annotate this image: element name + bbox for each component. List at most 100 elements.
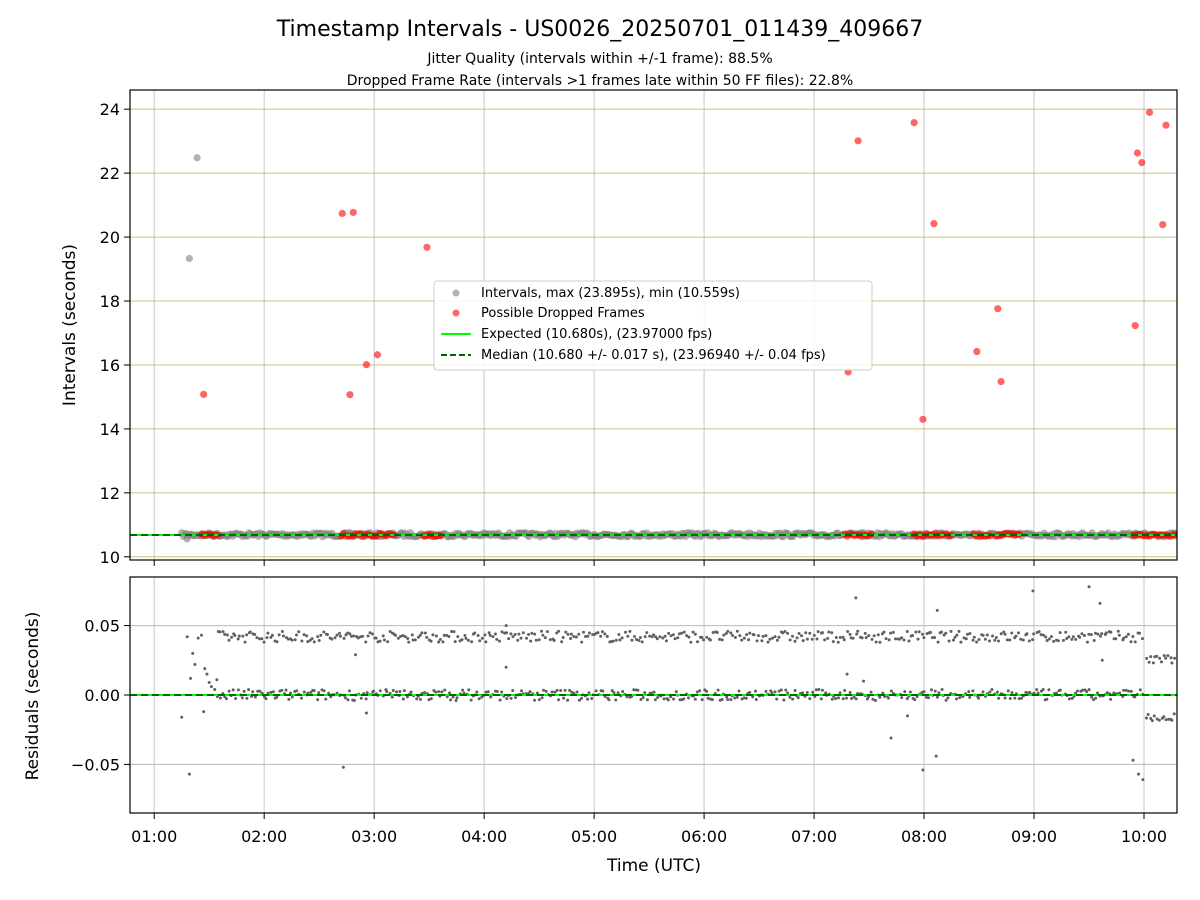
residual-point — [322, 630, 326, 634]
residual-point — [1016, 631, 1020, 635]
residual-point — [1045, 639, 1049, 643]
residual-point — [1085, 640, 1089, 644]
dropped-frame-point — [930, 220, 938, 228]
residual-point — [225, 633, 229, 637]
residual-point — [317, 691, 321, 695]
residual-point — [1122, 688, 1126, 692]
dropped-frame-point — [1131, 322, 1139, 330]
residual-point — [666, 698, 670, 702]
residual-point — [483, 633, 487, 637]
residual-point — [236, 688, 240, 692]
residual-point — [306, 691, 310, 695]
residual-point — [1131, 758, 1135, 762]
residual-point — [1105, 691, 1109, 695]
residual-point — [1164, 656, 1168, 660]
residual-point — [959, 640, 963, 644]
residual-point — [266, 691, 270, 695]
residual-point — [674, 690, 678, 694]
residual-point — [308, 638, 312, 642]
legend-label-dropped-frames: Possible Dropped Frames — [481, 306, 645, 321]
residual-point — [505, 631, 509, 635]
residual-point — [1036, 691, 1040, 695]
residual-point — [1032, 691, 1036, 695]
residual-point — [1061, 638, 1065, 642]
residual-point — [374, 636, 378, 640]
residual-point — [823, 638, 827, 642]
dropped-frame-point — [854, 137, 862, 145]
residual-point — [484, 640, 488, 644]
residual-point — [240, 696, 244, 700]
residual-point — [614, 638, 618, 642]
residual-point — [406, 636, 410, 640]
residual-point — [863, 631, 867, 635]
residual-point — [1114, 637, 1118, 641]
residual-point — [600, 630, 604, 634]
residual-point — [388, 629, 392, 633]
residual-point — [971, 689, 975, 693]
residual-point — [891, 630, 895, 634]
residual-point — [1109, 697, 1113, 701]
residual-point — [365, 691, 369, 695]
residual-point — [309, 690, 313, 694]
residual-point — [1031, 638, 1035, 642]
residual-point — [1096, 691, 1100, 695]
residual-point — [836, 640, 840, 644]
residual-point — [793, 639, 797, 643]
intervals-ytick-label: 14 — [100, 420, 120, 439]
residual-point — [300, 696, 304, 700]
residual-point — [1173, 656, 1177, 660]
residual-point — [981, 633, 985, 637]
residual-point — [994, 636, 998, 640]
residual-point — [312, 640, 316, 644]
residual-point — [300, 639, 304, 643]
residual-point — [848, 632, 852, 636]
residual-point — [983, 637, 987, 641]
residual-point — [269, 635, 273, 639]
residual-point — [1131, 635, 1135, 639]
residual-point — [324, 697, 328, 701]
residual-point — [203, 667, 207, 671]
residual-point — [344, 696, 348, 700]
residual-point — [302, 633, 306, 637]
residual-point — [1116, 629, 1120, 633]
residual-point — [242, 689, 246, 693]
residual-point — [808, 631, 812, 635]
residual-point — [975, 640, 979, 644]
residual-point — [1127, 689, 1131, 693]
residual-point — [275, 640, 279, 644]
dropped-frame-point — [362, 361, 371, 369]
residual-point — [441, 640, 445, 644]
residual-point — [737, 689, 741, 693]
residual-point — [795, 636, 799, 640]
residual-point — [686, 696, 690, 700]
residual-point — [409, 690, 413, 694]
legend-marker-dropped-frames — [452, 309, 460, 317]
residual-point — [1071, 635, 1075, 639]
residual-point — [729, 698, 733, 702]
residual-point — [903, 690, 907, 694]
residual-point — [656, 696, 660, 700]
residuals-ytick-label: 0.05 — [84, 617, 120, 636]
residual-point — [1041, 688, 1045, 692]
residual-point — [850, 696, 854, 700]
residual-point — [488, 633, 492, 637]
residual-point — [368, 631, 372, 635]
residual-point — [967, 690, 971, 694]
residual-point — [509, 632, 513, 636]
residual-point — [1169, 656, 1173, 660]
residual-point — [519, 689, 523, 693]
residual-point — [452, 630, 456, 634]
dropped-frame-point — [1159, 221, 1167, 229]
residual-point — [371, 689, 375, 693]
residual-point — [596, 631, 600, 635]
residual-point — [705, 635, 709, 639]
residual-point — [626, 634, 630, 638]
residual-point — [953, 635, 957, 639]
dropped-frame-point — [1162, 121, 1170, 129]
residual-point — [341, 765, 345, 769]
residual-point — [574, 635, 578, 639]
residual-point — [599, 634, 603, 638]
residual-point — [993, 638, 997, 642]
residual-point — [905, 630, 909, 634]
residual-point — [530, 631, 534, 635]
